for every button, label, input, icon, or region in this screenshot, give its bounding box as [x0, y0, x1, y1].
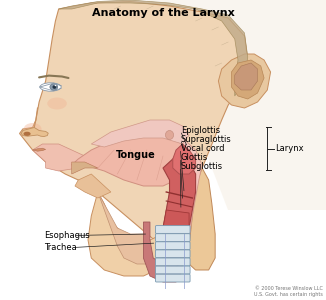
Ellipse shape: [52, 85, 56, 89]
Polygon shape: [33, 144, 91, 171]
Ellipse shape: [54, 85, 56, 86]
FancyBboxPatch shape: [156, 242, 190, 250]
Text: Epiglottis: Epiglottis: [181, 126, 220, 135]
Ellipse shape: [40, 83, 61, 91]
Polygon shape: [173, 144, 196, 174]
Text: Glottis: Glottis: [181, 153, 208, 162]
Ellipse shape: [23, 123, 42, 135]
Text: Trachea: Trachea: [44, 243, 77, 252]
Text: © 2000 Terese Winslow LLC
U.S. Govt. has certain rights: © 2000 Terese Winslow LLC U.S. Govt. has…: [254, 286, 323, 297]
Polygon shape: [21, 128, 48, 136]
Polygon shape: [91, 120, 189, 147]
Polygon shape: [88, 192, 163, 276]
Ellipse shape: [23, 132, 31, 136]
Polygon shape: [72, 162, 98, 174]
Polygon shape: [143, 222, 183, 282]
Text: Tongue: Tongue: [116, 149, 156, 160]
Text: Esophagus: Esophagus: [44, 231, 90, 240]
Polygon shape: [85, 132, 202, 264]
Text: Subglottis: Subglottis: [181, 162, 223, 171]
FancyBboxPatch shape: [156, 274, 190, 282]
Polygon shape: [59, 0, 248, 96]
Polygon shape: [20, 2, 248, 264]
Polygon shape: [231, 60, 264, 99]
FancyBboxPatch shape: [156, 234, 190, 242]
FancyBboxPatch shape: [156, 226, 190, 233]
Polygon shape: [218, 54, 271, 108]
FancyBboxPatch shape: [156, 250, 190, 258]
Ellipse shape: [236, 72, 249, 87]
Text: Vocal cord: Vocal cord: [181, 144, 224, 153]
Polygon shape: [98, 192, 150, 264]
Text: Anatomy of the Larynx: Anatomy of the Larynx: [92, 8, 234, 17]
FancyBboxPatch shape: [156, 258, 190, 266]
Polygon shape: [163, 156, 196, 267]
FancyBboxPatch shape: [156, 266, 190, 274]
Text: Larynx: Larynx: [275, 144, 304, 153]
Ellipse shape: [47, 98, 67, 110]
Text: Supraglottis: Supraglottis: [181, 135, 232, 144]
Ellipse shape: [50, 84, 58, 90]
Polygon shape: [189, 168, 215, 270]
Polygon shape: [235, 63, 258, 90]
Polygon shape: [72, 132, 189, 186]
Polygon shape: [147, 0, 326, 210]
Ellipse shape: [165, 130, 173, 140]
Polygon shape: [163, 210, 189, 249]
Polygon shape: [33, 148, 46, 151]
Polygon shape: [75, 174, 111, 198]
